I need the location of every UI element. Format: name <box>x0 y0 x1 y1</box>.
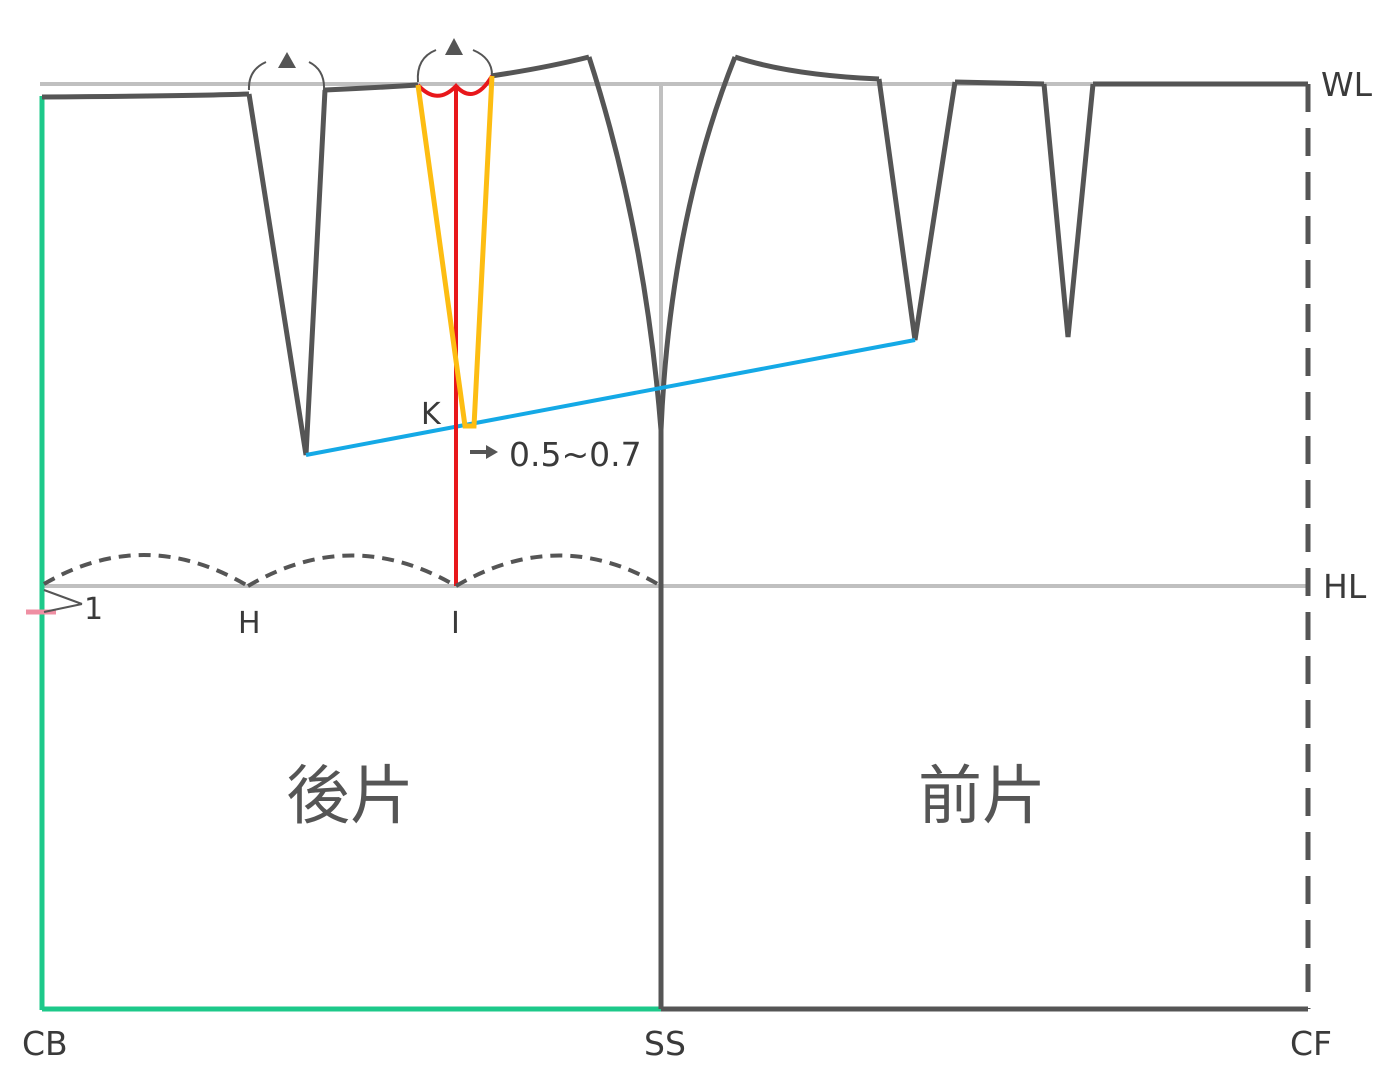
offset-angle-mark <box>43 589 83 613</box>
guide-lines <box>40 82 1308 588</box>
point-i-label: I <box>451 606 460 641</box>
fold-arc-icon <box>416 49 493 83</box>
hip-arc-3 <box>454 553 663 588</box>
center-back-label: CB <box>22 1024 68 1063</box>
hip-division-arcs <box>42 553 663 588</box>
back-waistline-right <box>490 54 590 79</box>
front-waistline-2 <box>954 79 1045 87</box>
back-panel-label: 後片 <box>286 760 414 834</box>
hip-arc-2 <box>246 553 458 588</box>
dart-point-line <box>305 338 916 457</box>
back-side-seam <box>586 56 664 431</box>
front-dart-1 <box>876 78 958 341</box>
center-front-label: CF <box>1290 1024 1332 1063</box>
waist-line-label: WL <box>1321 65 1373 104</box>
back-waistline-mid <box>324 82 419 93</box>
side-seam-label: SS <box>644 1024 686 1063</box>
front-waist-outline <box>658 54 1308 431</box>
arrow-right-icon <box>470 445 498 459</box>
back-waist-outline <box>41 54 664 456</box>
point-k-label: K <box>421 397 442 432</box>
front-panel-label: 前片 <box>918 760 1046 834</box>
offset-value-label: 1 <box>84 592 103 627</box>
back-waistline <box>41 91 250 100</box>
dart-fold-symbol-1 <box>247 52 326 91</box>
hip-line-label: HL <box>1323 567 1367 606</box>
front-dart-2 <box>1041 83 1096 338</box>
dart-top-arcs <box>416 74 494 98</box>
hip-arc-1 <box>42 553 250 588</box>
triangle-mark-icon <box>278 52 296 68</box>
dart-fold-symbol-2 <box>416 38 493 83</box>
back-dart-1 <box>246 89 328 456</box>
point-h-label: H <box>238 606 261 641</box>
new-back-dart <box>415 75 495 429</box>
fold-arc-icon <box>247 61 326 91</box>
front-waistline-1 <box>734 54 880 82</box>
front-side-seam <box>658 56 738 431</box>
dart-shift-measure: 0.5~0.7 <box>509 435 642 474</box>
triangle-mark-icon <box>445 38 463 55</box>
